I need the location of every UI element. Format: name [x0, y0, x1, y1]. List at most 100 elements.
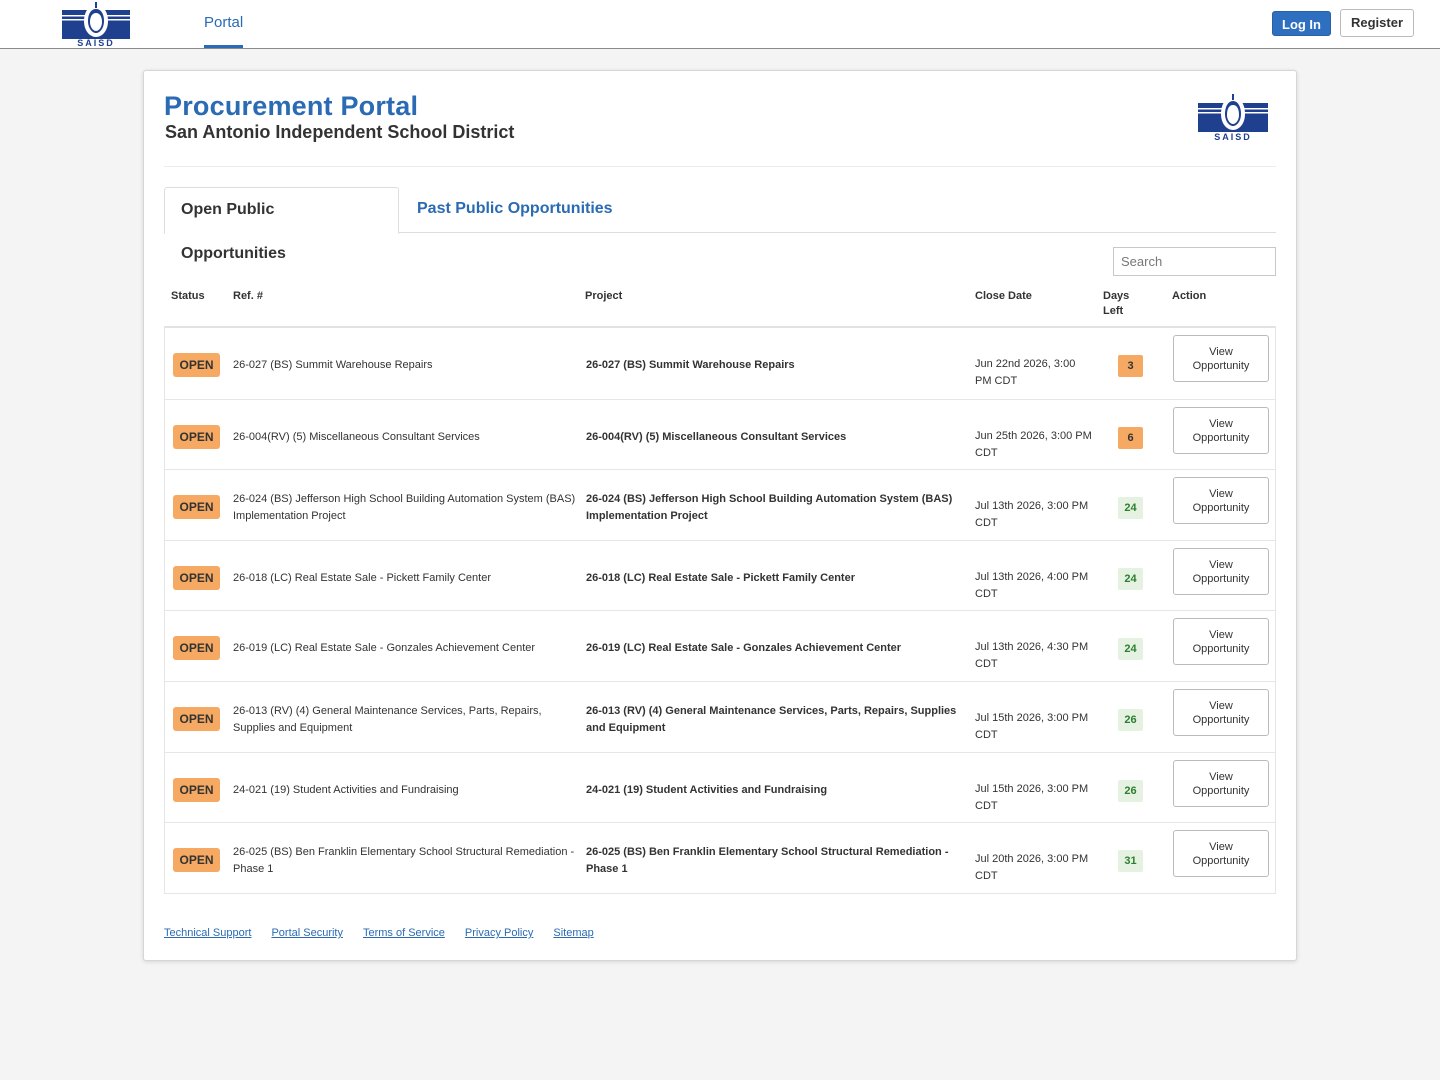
search-input[interactable]: [1113, 247, 1276, 276]
project-name: 26-025 (BS) Ben Franklin Elementary Scho…: [586, 846, 949, 876]
status-badge: OPEN: [173, 353, 220, 377]
svg-text:SAISD: SAISD: [1214, 132, 1252, 141]
footer-links: Technical Support Portal Security Terms of…: [164, 927, 614, 939]
nav-tab-portal[interactable]: Portal: [204, 0, 244, 48]
tab-past-opportunities[interactable]: Past Public Opportunities: [417, 200, 613, 217]
register-button[interactable]: Register: [1340, 9, 1414, 37]
login-button[interactable]: Log In: [1272, 11, 1331, 36]
top-nav: SAISD Portal Log In Register: [0, 0, 1440, 49]
project-name: 26-013 (RV) (4) General Maintenance Serv…: [586, 704, 957, 734]
opportunity-label: Opportunity: [1192, 643, 1250, 656]
table-row: OPEN 26-024 (BS) Jefferson High School Bu…: [165, 469, 1275, 540]
view-opportunity-button[interactable]: View Opportunity: [1173, 547, 1269, 595]
footer-link-portal-security[interactable]: Portal Security: [271, 927, 343, 939]
project-name: 26-027 (BS) Summit Warehouse Repairs: [586, 359, 795, 371]
close-date: Jun 25th 2026, 3:00 PM CDT: [975, 429, 1092, 459]
days-left-badge: 24: [1118, 497, 1143, 520]
main-card: Procurement Portal San Antonio Independe…: [143, 70, 1297, 961]
view-label: View: [1209, 841, 1233, 854]
ref-number: 24-021 (19) Student Activities and Fundr…: [233, 783, 459, 796]
saisd-logo[interactable]: SAISD: [62, 1, 130, 47]
days-left-badge: 3: [1118, 355, 1143, 377]
view-label: View: [1209, 346, 1233, 358]
table-row: OPEN 26-018 (LC) Real Estate Sale - Picke…: [165, 539, 1275, 611]
days-left-badge: 26: [1118, 779, 1143, 802]
close-date: Jul 15th 2026, 3:00 PM CDT: [975, 711, 1089, 741]
view-label: View: [1209, 699, 1233, 712]
header-left-text: Left: [1103, 305, 1124, 317]
opportunities-table: OPEN 26-027 (BS) Summit Warehouse Repairs…: [164, 328, 1276, 894]
status-badge: OPEN: [173, 424, 220, 449]
ref-number: 26-004(RV) (5) Miscellaneous Consultant …: [233, 430, 480, 443]
days-left-badge: 24: [1118, 638, 1143, 661]
status-badge: OPEN: [173, 706, 220, 731]
header-days-text: Days: [1103, 290, 1130, 302]
close-date: Jun 22nd 2026, 3:00 PM CDT: [975, 358, 1076, 387]
table-row: OPEN 26-027 (BS) Summit Warehouse Repairs…: [165, 328, 1275, 399]
header-close-date[interactable]: Close Date: [975, 290, 1032, 302]
opportunity-tabs: Open Public Opportunities Past Public Op…: [164, 187, 1276, 262]
header-project[interactable]: Project: [585, 290, 623, 302]
opportunity-label: Opportunity: [1192, 502, 1250, 515]
ref-number: 26-025 (BS) Ben Franklin Elementary Scho…: [233, 846, 575, 876]
close-date: Jul 13th 2026, 3:00 PM CDT: [975, 500, 1089, 530]
header-days-left[interactable]: Days Left: [1103, 289, 1129, 319]
project-name: 26-024 (BS) Jefferson High School Buildi…: [586, 493, 953, 523]
opportunity-label: Opportunity: [1192, 855, 1250, 868]
page-subtitle: San Antonio Independent School District: [165, 122, 515, 142]
footer-link-terms-of-service[interactable]: Terms of Service: [362, 927, 445, 939]
close-date: Jul 13th 2026, 4:00 PM CDT: [975, 570, 1089, 600]
header-ref[interactable]: Ref. #: [233, 290, 263, 302]
view-label: View: [1209, 629, 1233, 642]
view-label: View: [1209, 417, 1233, 430]
view-opportunity-button[interactable]: View Opportunity: [1173, 477, 1269, 525]
days-left-badge: 6: [1118, 426, 1143, 449]
days-left-badge: 24: [1118, 567, 1143, 590]
close-date: Jul 20th 2026, 3:00 PM CDT: [975, 853, 1089, 883]
view-opportunity-button[interactable]: View Opportunity: [1173, 335, 1269, 382]
ref-number: 26-027 (BS) Summit Warehouse Repairs: [233, 359, 433, 371]
view-opportunity-button[interactable]: View Opportunity: [1173, 830, 1269, 878]
project-name: 26-019 (LC) Real Estate Sale - Gonzales …: [586, 642, 902, 655]
footer-link-privacy-policy[interactable]: Privacy Policy: [464, 927, 534, 939]
status-badge: OPEN: [173, 636, 220, 661]
view-label: View: [1209, 488, 1233, 501]
days-left-badge: 31: [1118, 850, 1143, 873]
page-title: Procurement Portal: [164, 91, 419, 121]
table-header: Status Ref. # Project Close Date Days Lef…: [164, 281, 1276, 328]
project-name: 26-004(RV) (5) Miscellaneous Consultant …: [586, 430, 847, 443]
table-row: OPEN 26-004(RV) (5) Miscellaneous Consult…: [165, 398, 1275, 470]
opportunity-label: Opportunity: [1192, 713, 1250, 726]
footer-link-technical-support[interactable]: Technical Support: [164, 927, 252, 939]
view-opportunity-button[interactable]: View Opportunity: [1173, 406, 1269, 454]
opportunity-label: Opportunity: [1192, 431, 1250, 444]
opportunity-label: Opportunity: [1192, 360, 1250, 372]
view-opportunity-button[interactable]: View Opportunity: [1173, 688, 1269, 736]
status-badge: OPEN: [173, 565, 220, 590]
view-opportunity-button[interactable]: View Opportunity: [1173, 759, 1269, 807]
ref-number: 26-024 (BS) Jefferson High School Buildi…: [233, 493, 576, 523]
ref-number: 26-018 (LC) Real Estate Sale - Pickett F…: [233, 571, 491, 584]
close-date: Jul 13th 2026, 4:30 PM CDT: [975, 641, 1089, 671]
status-badge: OPEN: [173, 495, 220, 520]
ref-number: 26-019 (LC) Real Estate Sale - Gonzales …: [233, 642, 536, 655]
status-badge: OPEN: [173, 777, 220, 802]
header-status[interactable]: Status: [171, 290, 205, 302]
project-name: 24-021 (19) Student Activities and Fundr…: [586, 783, 828, 796]
table-row: OPEN 26-025 (BS) Ben Franklin Elementary …: [165, 822, 1275, 893]
view-opportunity-button[interactable]: View Opportunity: [1173, 618, 1269, 666]
saisd-logo-large: SAISD: [1198, 94, 1268, 141]
status-badge: OPEN: [173, 848, 220, 873]
tab-open-opportunities[interactable]: Open Public Opportunities: [164, 187, 399, 262]
table-row: OPEN 26-019 (LC) Real Estate Sale - Gonza…: [165, 610, 1275, 681]
footer-link-sitemap[interactable]: Sitemap: [553, 927, 594, 939]
view-label: View: [1209, 770, 1233, 783]
svg-text:SAISD: SAISD: [77, 38, 115, 47]
days-left-badge: 26: [1118, 708, 1143, 731]
ref-number: 26-013 (RV) (4) General Maintenance Serv…: [233, 704, 542, 734]
header-action: Action: [1172, 290, 1207, 302]
table-row: OPEN 26-013 (RV) (4) General Maintenance …: [165, 680, 1275, 752]
view-label: View: [1209, 558, 1233, 571]
opportunity-label: Opportunity: [1192, 784, 1250, 797]
project-name: 26-018 (LC) Real Estate Sale - Pickett F…: [586, 571, 855, 584]
